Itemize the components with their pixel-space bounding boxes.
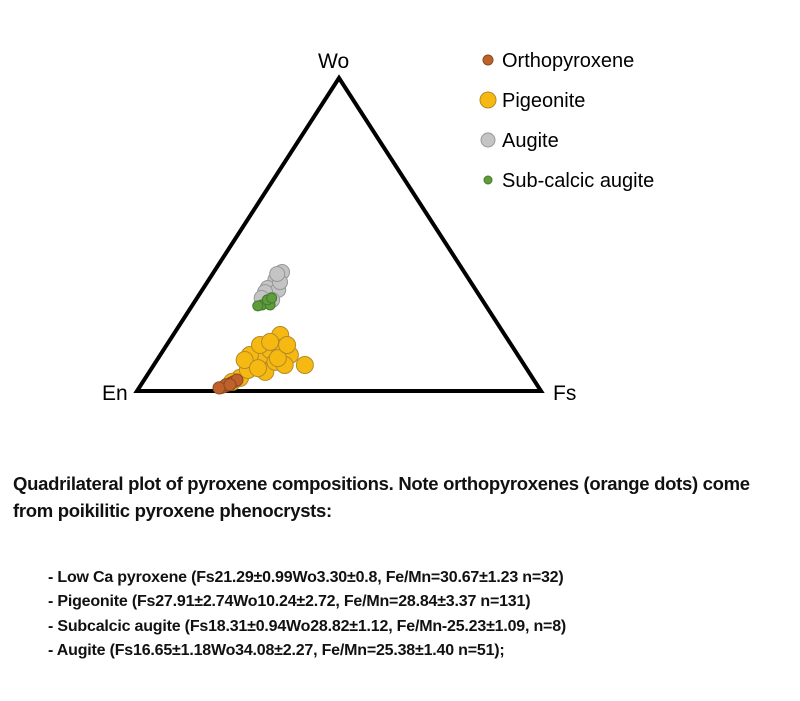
vertex-label-fs: Fs — [553, 382, 576, 405]
legend-marker-augite — [480, 132, 496, 148]
point-pigeonite — [295, 356, 314, 375]
ternary-triangle — [133, 74, 545, 393]
point-sub-calcic-augite — [266, 292, 278, 304]
point-orthopyroxene — [212, 381, 226, 395]
figure-caption: Quadrilateral plot of pyroxene compositi… — [13, 473, 750, 521]
data-points — [212, 264, 314, 395]
legend-marker-sub-calcic-augite — [483, 175, 493, 185]
note-low-ca-pyroxene: - Low Ca pyroxene (Fs21.29±0.99Wo3.30±0.… — [48, 569, 564, 586]
legend-label-pigeonite: Pigeonite — [502, 90, 585, 112]
legend-marker-pigeonite — [479, 91, 497, 109]
point-sub-calcic-augite — [252, 300, 264, 312]
vertex-label-wo: Wo — [318, 50, 349, 73]
point-pigeonite — [278, 335, 297, 354]
point-pigeonite — [248, 359, 267, 378]
note-subcalcic-augite: - Subcalcic augite (Fs18.31±0.94Wo28.82±… — [48, 617, 567, 635]
note-augite: - Augite (Fs16.65±1.18Wo34.08±2.27, Fe/M… — [48, 641, 505, 659]
vertex-label-en: En — [102, 382, 128, 405]
point-pigeonite — [235, 351, 254, 370]
point-orthopyroxene — [223, 378, 237, 392]
point-augite — [269, 265, 286, 282]
legend-label-orthopyroxene: Orthopyroxene — [502, 50, 634, 72]
note-pigeonite: - Pigeonite (Fs27.91±2.74Wo10.24±2.72, F… — [48, 593, 531, 611]
point-pigeonite — [261, 332, 280, 351]
ternary-chart: Wo En Fs Orthopyroxene Pigeonite Augite Sub… — [102, 50, 654, 405]
legend-marker-orthopyroxene — [482, 54, 494, 66]
point-pigeonite — [268, 349, 287, 368]
legend-label-augite: Augite — [502, 130, 559, 152]
composition-notes: - Low Ca pyroxene (Fs21.29±0.99Wo3.30±0.… — [48, 566, 566, 663]
legend-label-sub-calcic-augite: Sub-calcic augite — [502, 170, 654, 192]
legend: Orthopyroxene Pigeonite Augite Sub-calcic a… — [479, 50, 654, 192]
